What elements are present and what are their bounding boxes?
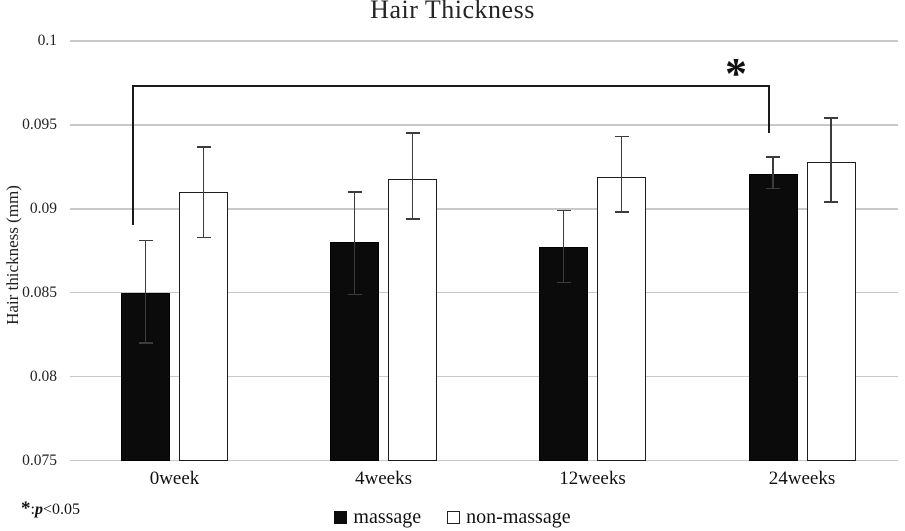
error-cap-top-non-massage-24weeks [824, 117, 838, 119]
error-bar-non-massage-24weeks [830, 118, 832, 203]
legend: massage non-massage [0, 506, 905, 528]
significance-bracket-right [768, 85, 771, 133]
error-cap-bottom-non-massage-0week [196, 236, 211, 239]
y-tick-label-0.085: 0.085 [22, 283, 57, 301]
significance-asterisk: * [725, 49, 747, 98]
filled-square-icon [334, 510, 348, 524]
x-axis-label-24weeks: 24weeks [768, 468, 836, 489]
legend-label: massage [353, 506, 422, 528]
error-cap-top-massage-4weeks [347, 191, 362, 193]
error-cap-bottom-non-massage-24weeks [824, 201, 838, 203]
error-cap-top-non-massage-12weeks [614, 135, 629, 138]
error-bar-non-massage-0week [202, 146, 205, 238]
footnote-p-symbol: p [34, 501, 43, 518]
x-axis-label-4weeks: 4weeks [355, 468, 412, 489]
bar-massage-24weeks [748, 173, 798, 461]
significance-bracket-top [132, 85, 771, 88]
y-tick-label-0.09: 0.09 [29, 199, 57, 217]
y-tick-label-0.1: 0.1 [37, 32, 57, 49]
bar-massage-12weeks [539, 247, 588, 461]
error-bar-massage-4weeks [353, 192, 356, 295]
error-bar-massage-24weeks [772, 156, 774, 189]
error-bar-non-massage-4weeks [411, 133, 414, 219]
error-cap-top-massage-24weeks [766, 155, 780, 158]
error-cap-bottom-massage-0week [138, 342, 153, 344]
outlined-square-icon [447, 510, 461, 524]
gridline-0.08 [70, 375, 898, 378]
error-cap-bottom-massage-12weeks [556, 281, 571, 284]
legend-label: non-massage [466, 506, 571, 528]
error-cap-top-massage-0week [138, 239, 153, 242]
error-bar-massage-0week [144, 240, 147, 344]
gridline-0.095 [70, 124, 898, 126]
footnote-threshold: <0.05 [42, 501, 80, 518]
bar-massage-4weeks [330, 242, 379, 461]
y-tick-label-0.095: 0.095 [22, 115, 57, 133]
error-bar-non-massage-12weeks [620, 136, 623, 213]
error-cap-top-non-massage-4weeks [405, 132, 420, 135]
gridline-0.075 [70, 459, 898, 462]
y-tick-label-0.08: 0.08 [29, 367, 57, 385]
error-cap-top-non-massage-0week [196, 145, 211, 148]
x-axis-label-12weeks: 12weeks [559, 468, 626, 489]
error-cap-bottom-non-massage-4weeks [405, 218, 420, 220]
significance-footnote: *:p<0.05 [21, 499, 80, 520]
bar-non-massage-12weeks [597, 176, 646, 461]
legend-item-non-massage: non-massage [447, 506, 571, 528]
error-cap-top-massage-12weeks [556, 209, 571, 212]
footnote-colon: : [30, 501, 35, 518]
bar-non-massage-24weeks [806, 161, 856, 461]
significance-bracket-left [132, 85, 135, 225]
chart-title: Hair Thickness [370, 0, 535, 24]
bar-non-massage-4weeks [388, 178, 437, 461]
error-cap-bottom-massage-24weeks [766, 187, 780, 190]
gridline-0.09 [70, 208, 898, 210]
error-cap-bottom-non-massage-12weeks [614, 211, 629, 213]
y-tick-label-0.075: 0.075 [22, 451, 57, 469]
footnote-asterisk: * [21, 498, 31, 519]
gridline-0.085 [70, 291, 898, 294]
legend-item-massage: massage [334, 506, 421, 528]
error-bar-massage-12weeks [562, 210, 565, 283]
gridline-0.1 [70, 40, 898, 42]
error-cap-bottom-massage-4weeks [347, 293, 362, 296]
x-axis-label-0week: 0week [149, 468, 200, 489]
